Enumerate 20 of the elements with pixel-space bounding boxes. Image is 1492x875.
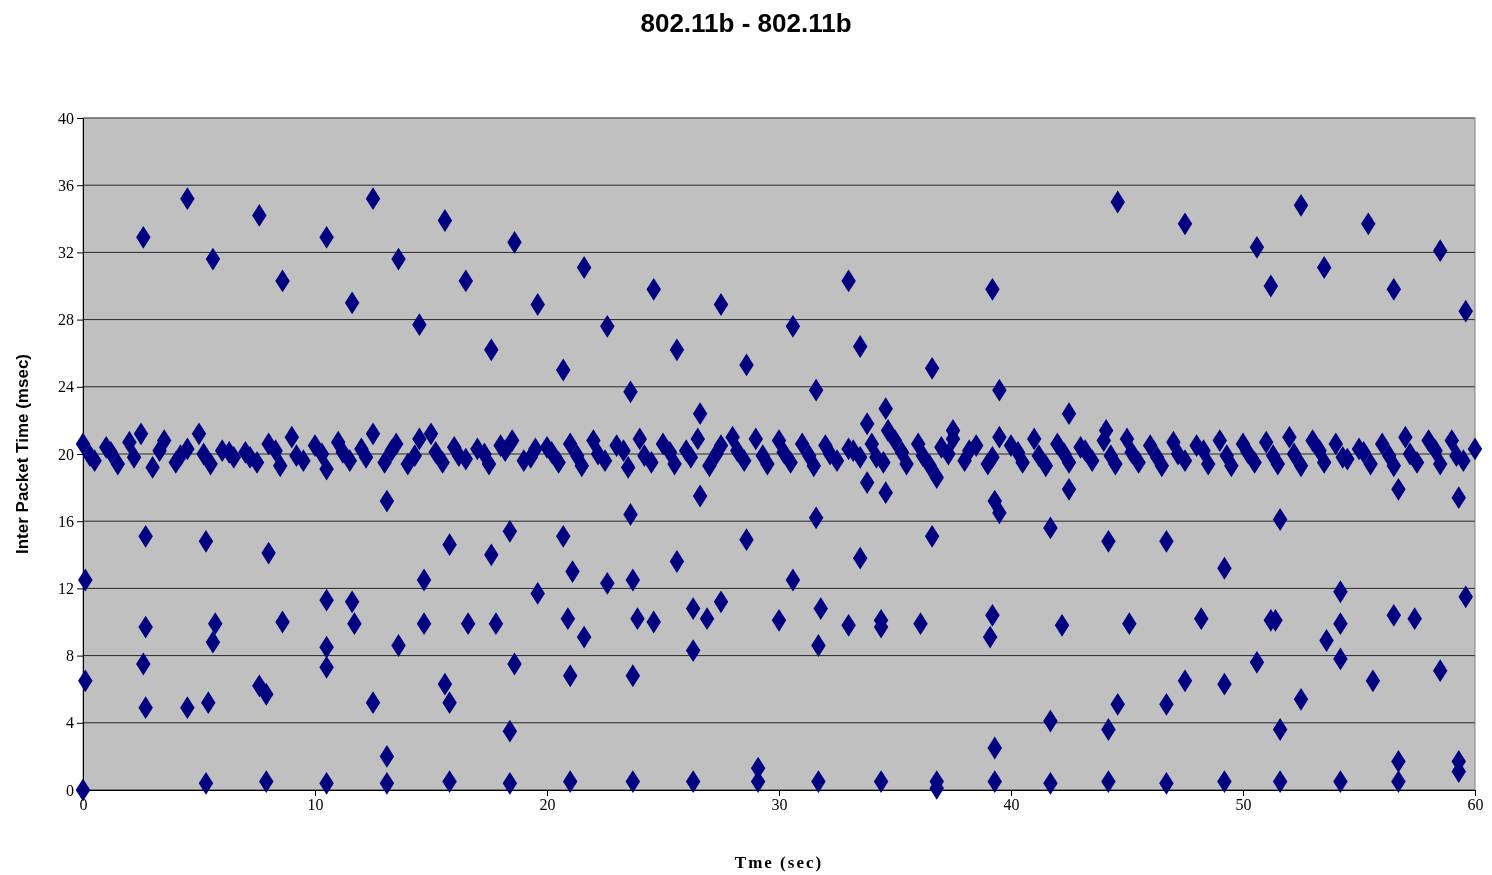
x-tick-label: 40 bbox=[1003, 796, 1020, 814]
x-tick-label: 50 bbox=[1235, 796, 1252, 814]
y-tick-label: 16 bbox=[58, 512, 74, 530]
y-tick-label: 4 bbox=[66, 714, 74, 732]
y-tick-label: 20 bbox=[58, 445, 74, 463]
y-tick-label: 24 bbox=[58, 378, 74, 396]
y-tick-label: 8 bbox=[66, 647, 74, 665]
y-tick-label: 32 bbox=[58, 244, 74, 262]
y-tick-label: 36 bbox=[58, 176, 74, 194]
y-axis-title: Inter Packet Time (msec) bbox=[13, 354, 32, 554]
y-tick-label: 12 bbox=[58, 580, 74, 598]
chart-title: 802.11b - 802.11b bbox=[640, 8, 852, 38]
x-tick-label: 10 bbox=[307, 796, 324, 814]
y-tick-label: 28 bbox=[58, 311, 74, 329]
x-tick-label: 20 bbox=[539, 796, 556, 814]
x-tick-label: 60 bbox=[1467, 796, 1484, 814]
y-tick-label: 0 bbox=[66, 781, 74, 799]
x-tick-label: 30 bbox=[771, 796, 788, 814]
y-tick-label: 40 bbox=[58, 109, 74, 127]
x-axis-title: Tme (sec) bbox=[734, 853, 824, 872]
